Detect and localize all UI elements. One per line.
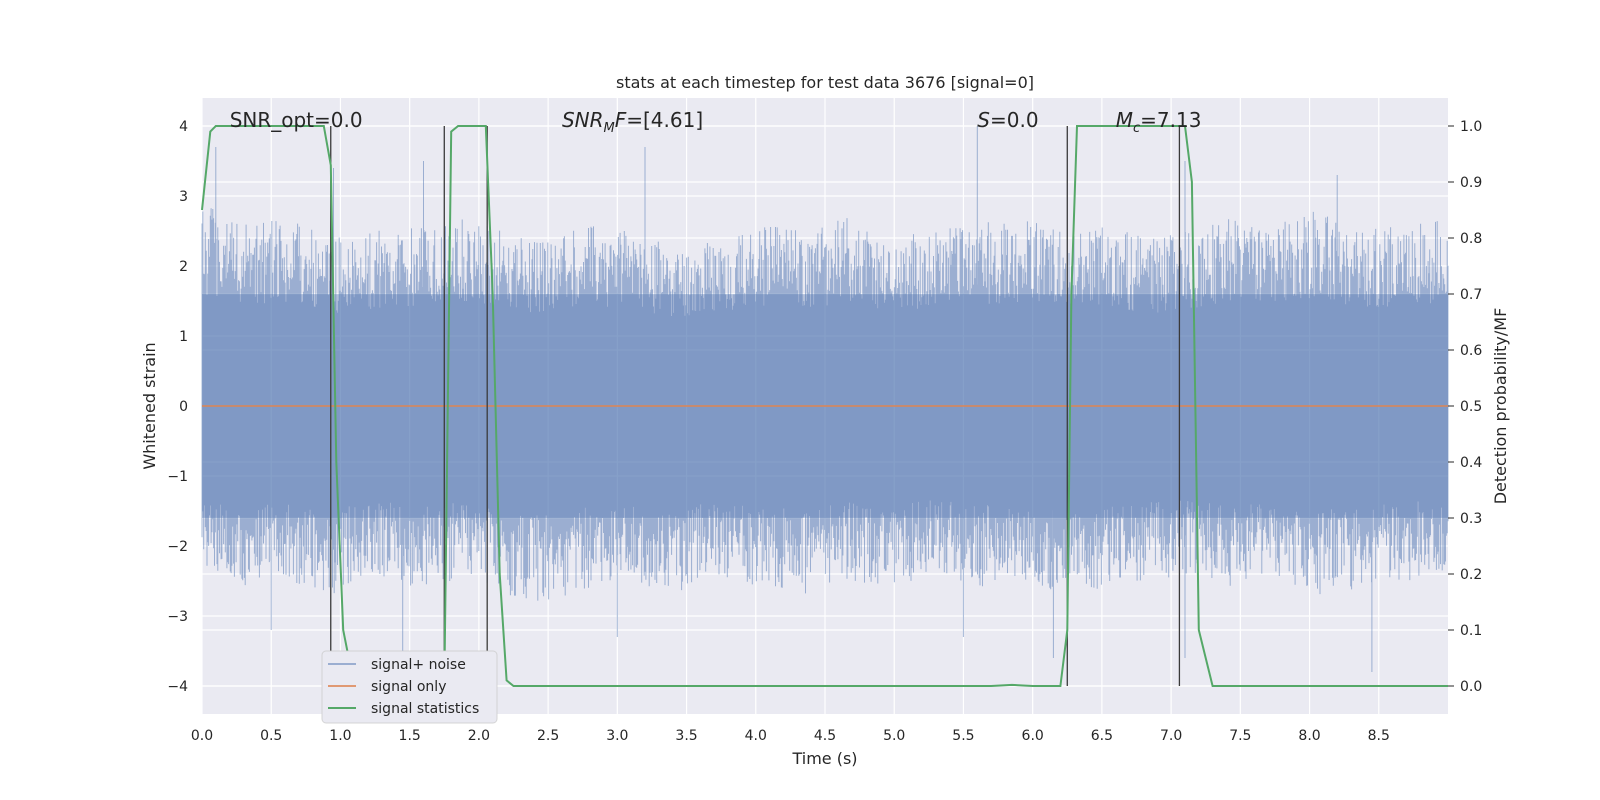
y2-tick-label: 0.3 <box>1460 511 1482 527</box>
y2-tick-label: 0.5 <box>1460 399 1482 415</box>
x-tick-label: 1.0 <box>329 728 351 744</box>
noise-strokes <box>201 126 1449 672</box>
y2-tick-label: 0.4 <box>1460 455 1482 471</box>
y-tick-label: 2 <box>179 259 188 275</box>
y2-tick-label: 0.2 <box>1460 567 1482 583</box>
annotations: SNR_opt=0.0 SNRMF=[4.61] S=0.0 Mc=7.13 <box>230 108 1202 136</box>
x-tick-label: 4.5 <box>814 728 836 744</box>
annotation-mc: Mc=7.13 <box>1116 108 1202 136</box>
y-tick-labels: 4 3 2 1 0 −1 −2 −3 −4 <box>167 119 188 695</box>
y2-tick-label: 1.0 <box>1460 119 1482 135</box>
x-tick-label: 7.0 <box>1160 728 1182 744</box>
x-tick-label: 0.5 <box>260 728 282 744</box>
x-axis-label: Time (s) <box>791 749 857 768</box>
x-tick-label: 4.0 <box>745 728 767 744</box>
x-tick-label: 2.5 <box>537 728 559 744</box>
y2-tick-label: 0.1 <box>1460 623 1482 639</box>
x-tick-label: 3.5 <box>675 728 697 744</box>
x-tick-label: 2.0 <box>468 728 490 744</box>
x-tick-label: 0.0 <box>191 728 213 744</box>
y-tick-label: −1 <box>167 469 188 485</box>
legend-box <box>321 650 498 724</box>
y-tick-label: −2 <box>167 539 188 555</box>
x-tick-label: 6.5 <box>1091 728 1113 744</box>
x-tick-label: 6.0 <box>1022 728 1044 744</box>
signal-statistics-line <box>201 125 1448 687</box>
y-tick-label: −3 <box>167 609 188 625</box>
legend-label-statistics: signal statistics <box>371 701 479 717</box>
x-tick-label: 3.0 <box>606 728 628 744</box>
y2-tick-labels: 1.0 0.9 0.8 0.7 0.6 0.5 0.4 0.3 0.2 0.1 0.0 <box>1448 119 1482 695</box>
x-tick-label: 8.5 <box>1368 728 1390 744</box>
y2-tick-label: 0.9 <box>1460 175 1482 191</box>
y-tick-label: 0 <box>179 399 188 415</box>
annotation-s_stat: S=0.0 <box>977 108 1038 132</box>
annotation-snr_opt: SNR_opt=0.0 <box>230 108 363 132</box>
x-tick-label: 8.0 <box>1298 728 1320 744</box>
y-tick-label: 3 <box>179 189 188 205</box>
y-tick-label: −4 <box>167 679 188 695</box>
y-axis-label: Whitened strain <box>140 342 159 469</box>
x-tick-labels: 0.0 0.5 1.0 1.5 2.0 2.5 3.0 3.5 4.0 4.5 5.0 5.5 6.0 6… <box>191 728 1390 744</box>
x-tick-label: 5.0 <box>883 728 905 744</box>
x-tick-label: 5.5 <box>952 728 974 744</box>
x-tick-label: 1.5 <box>399 728 421 744</box>
legend-label-signal-only: signal only <box>371 679 446 695</box>
y-tick-label: 4 <box>179 119 188 135</box>
y2-tick-label: 0.7 <box>1460 287 1482 303</box>
legend-label-noise: signal+ noise <box>371 657 466 673</box>
y-tick-label: 1 <box>179 329 188 345</box>
annotation-snr_mf: SNRMF=[4.61] <box>562 108 703 136</box>
y2-tick-label: 0.0 <box>1460 679 1482 695</box>
y2-axis-label: Detection probability/MF <box>1491 308 1510 505</box>
legend: signal+ noise signal only signal statist… <box>321 650 498 724</box>
y2-tick-label: 0.6 <box>1460 343 1482 359</box>
x-tick-label: 7.5 <box>1229 728 1251 744</box>
y2-tick-label: 0.8 <box>1460 231 1482 247</box>
chart-title: stats at each timestep for test data 367… <box>616 73 1034 92</box>
